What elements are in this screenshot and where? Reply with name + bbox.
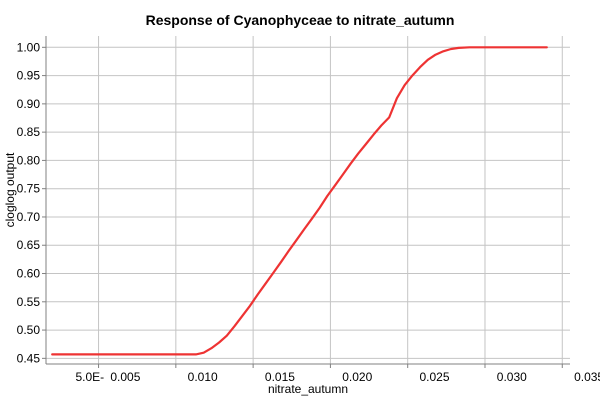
y-tick-label: 0.55 <box>17 295 41 309</box>
chart-title: Response of Cyanophyceae to nitrate_autu… <box>145 12 455 28</box>
y-tick-label: 0.75 <box>17 182 41 196</box>
x-tick-label: 0.035 <box>574 370 600 384</box>
y-tick-label: 0.70 <box>17 210 41 224</box>
y-tick-label: 0.50 <box>17 323 41 337</box>
x-tick-label: 0.005 <box>110 370 140 384</box>
y-tick-label: 0.85 <box>17 125 41 139</box>
axis-layer: 0.45 0.50 0.55 0.60 0.65 0.70 0.75 0.80 0.85 0.90… <box>17 36 600 384</box>
grid-layer <box>46 36 570 364</box>
y-tick-label: 0.80 <box>17 153 41 167</box>
y-tick-label: 0.95 <box>17 69 41 83</box>
series-line <box>51 46 548 356</box>
y-tick-label: 1.00 <box>17 40 41 54</box>
x-tick-label: 0.010 <box>188 370 218 384</box>
x-tick-label: 0.030 <box>497 370 527 384</box>
x-tick-label: 0.025 <box>420 370 450 384</box>
y-tick-label: 0.90 <box>17 97 41 111</box>
x-axis-label: nitrate_autumn <box>267 382 349 396</box>
series-layer <box>51 46 548 356</box>
y-tick-label: 0.60 <box>17 267 41 281</box>
y-tick-label: 0.65 <box>17 238 41 252</box>
y-tick-label: 0.45 <box>17 351 41 365</box>
x-tick-label: 5.0E- <box>75 370 104 384</box>
x-tick-label: 0.015 <box>265 370 295 384</box>
plot-background <box>46 36 570 364</box>
x-tick-label: 0.020 <box>342 370 372 384</box>
